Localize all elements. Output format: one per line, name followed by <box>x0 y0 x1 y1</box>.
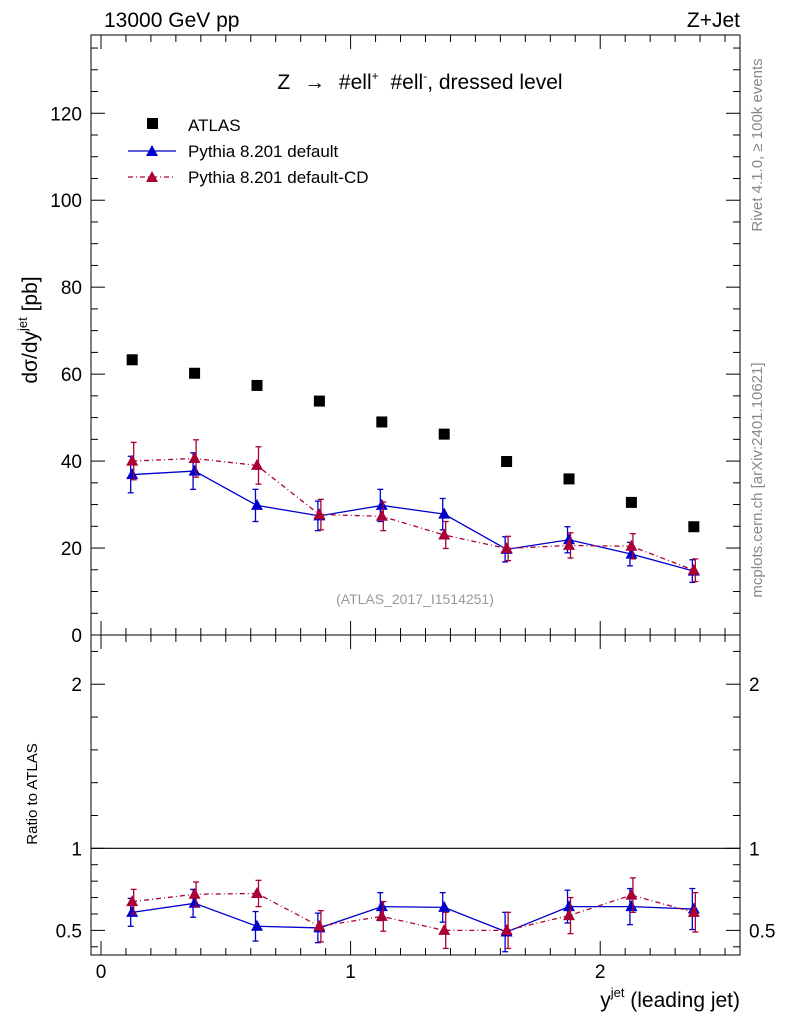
default-cd-ratio-line <box>132 892 694 932</box>
ratio-plot-frame <box>90 634 741 956</box>
default-cd-ratio-point <box>375 909 388 921</box>
x-axis-label: yjet (leading jet) <box>600 985 740 1012</box>
ratio-y-tick-label-right: 2 <box>749 675 760 696</box>
default-ratio-point <box>188 896 201 908</box>
x-tick-label: 2 <box>595 962 606 983</box>
header-right-label: Z+Jet <box>687 9 740 32</box>
default-line <box>132 470 694 572</box>
analysis-watermark: (ATLAS_2017_I1514251) <box>336 591 494 607</box>
default-cd-point <box>563 538 576 550</box>
header-left-label: 13000 GeV pp <box>104 9 239 32</box>
default-point <box>563 533 576 545</box>
legend-marker-atlas <box>147 118 158 129</box>
y-tick-label: 100 <box>50 191 82 212</box>
default-cd-ratio-point <box>625 888 638 900</box>
default-cd-point <box>438 528 451 540</box>
atlas-point <box>376 416 388 428</box>
default-cd-line <box>132 457 695 571</box>
legend-label-default-cd: Pythia 8.201 default-CD <box>188 168 369 187</box>
atlas-point <box>563 473 575 485</box>
legend-marker-default <box>146 145 158 156</box>
default-cd-ratio-point <box>250 886 263 898</box>
ratio-y-tick-label: 0.5 <box>56 921 82 942</box>
default-point <box>625 547 638 559</box>
atlas-point <box>189 367 201 379</box>
default-ratio-point <box>250 919 263 931</box>
default-cd-ratio-point <box>126 895 139 907</box>
ratio-y-tick-label-right: 1 <box>749 839 760 860</box>
legend: ATLAS Pythia 8.201 default Pythia 8.201 … <box>128 116 369 187</box>
chart-title: Z → #ell+ #ell-, dressed level <box>277 62 562 94</box>
default-cd-ratio-point <box>687 905 700 917</box>
default-cd-ratio-point <box>563 909 576 921</box>
default-cd-point <box>188 451 201 463</box>
title-ell-2: #ell <box>390 71 423 94</box>
default-cd-point <box>126 454 139 466</box>
atlas-point <box>313 395 325 407</box>
ratio-y-tick-label: 2 <box>71 675 82 696</box>
default-ratio-line <box>132 902 694 933</box>
default-cd-point <box>313 508 326 520</box>
default-point <box>438 507 451 519</box>
y-tick-label: 60 <box>61 365 82 386</box>
default-ratio-point <box>625 900 638 912</box>
legend-label-default: Pythia 8.201 default <box>188 142 339 161</box>
title-ell-1: #ell <box>339 71 372 94</box>
atlas-point <box>625 496 637 508</box>
x-axis-label-rest: (leading jet) <box>624 989 740 1012</box>
y-tick-label: 80 <box>61 278 82 299</box>
default-point <box>188 464 201 476</box>
x-axis-label-base: y <box>600 989 611 1012</box>
legend-marker-default-cd <box>146 171 158 182</box>
ratio-y-axis-label: Ratio to ATLAS <box>24 743 41 844</box>
x-tick-label: 0 <box>96 962 107 983</box>
default-ratio-point <box>438 900 451 912</box>
mcplots-label: mcplots.cern.ch [arXiv:2401.10621] <box>749 362 766 597</box>
y-tick-label: 0 <box>71 626 82 647</box>
default-cd-ratio-point <box>188 887 201 899</box>
default-cd-point <box>375 509 388 521</box>
y-tick-label: 20 <box>61 539 82 560</box>
default-ratio-point <box>563 900 576 912</box>
atlas-point <box>501 456 513 468</box>
y-tick-label: 40 <box>61 452 82 473</box>
title-sup-1: + <box>372 69 379 83</box>
default-ratio-point <box>375 900 388 912</box>
y-axis-label: dσ/dyjet [pb] <box>15 276 42 383</box>
y-axis-label-unit: [pb] <box>19 276 42 317</box>
default-cd-ratio-point <box>500 923 513 935</box>
legend-label-atlas: ATLAS <box>188 116 241 135</box>
x-tick-label: 1 <box>345 962 356 983</box>
ratio-y-tick-label: 1 <box>71 839 82 860</box>
atlas-point <box>438 428 450 440</box>
y-tick-label: 120 <box>50 104 82 125</box>
title-rest: , dressed level <box>427 71 562 94</box>
y-axis-label-base: dσ/dy <box>19 330 42 383</box>
default-cd-ratio-point <box>313 919 326 931</box>
default-cd-point <box>625 539 638 551</box>
default-point <box>375 498 388 510</box>
title-z: Z <box>277 71 290 94</box>
default-cd-ratio-point <box>438 923 451 935</box>
default-point <box>250 498 263 510</box>
ratio-y-tick-label-right: 0.5 <box>749 921 775 942</box>
y-axis-label-sup: jet <box>15 317 30 332</box>
title-sup-2: - <box>423 69 427 83</box>
title-arrow: → <box>304 71 325 94</box>
atlas-point <box>688 521 700 533</box>
default-point <box>126 468 139 480</box>
default-cd-point <box>687 563 700 575</box>
default-cd-point <box>500 541 513 553</box>
x-axis-label-sup: jet <box>610 985 625 1000</box>
rivet-label: Rivet 4.1.0, ≥ 100k events <box>749 58 766 231</box>
marks-layer <box>91 354 740 953</box>
default-cd-point <box>250 458 263 470</box>
atlas-point <box>126 354 138 366</box>
atlas-point <box>251 379 263 391</box>
